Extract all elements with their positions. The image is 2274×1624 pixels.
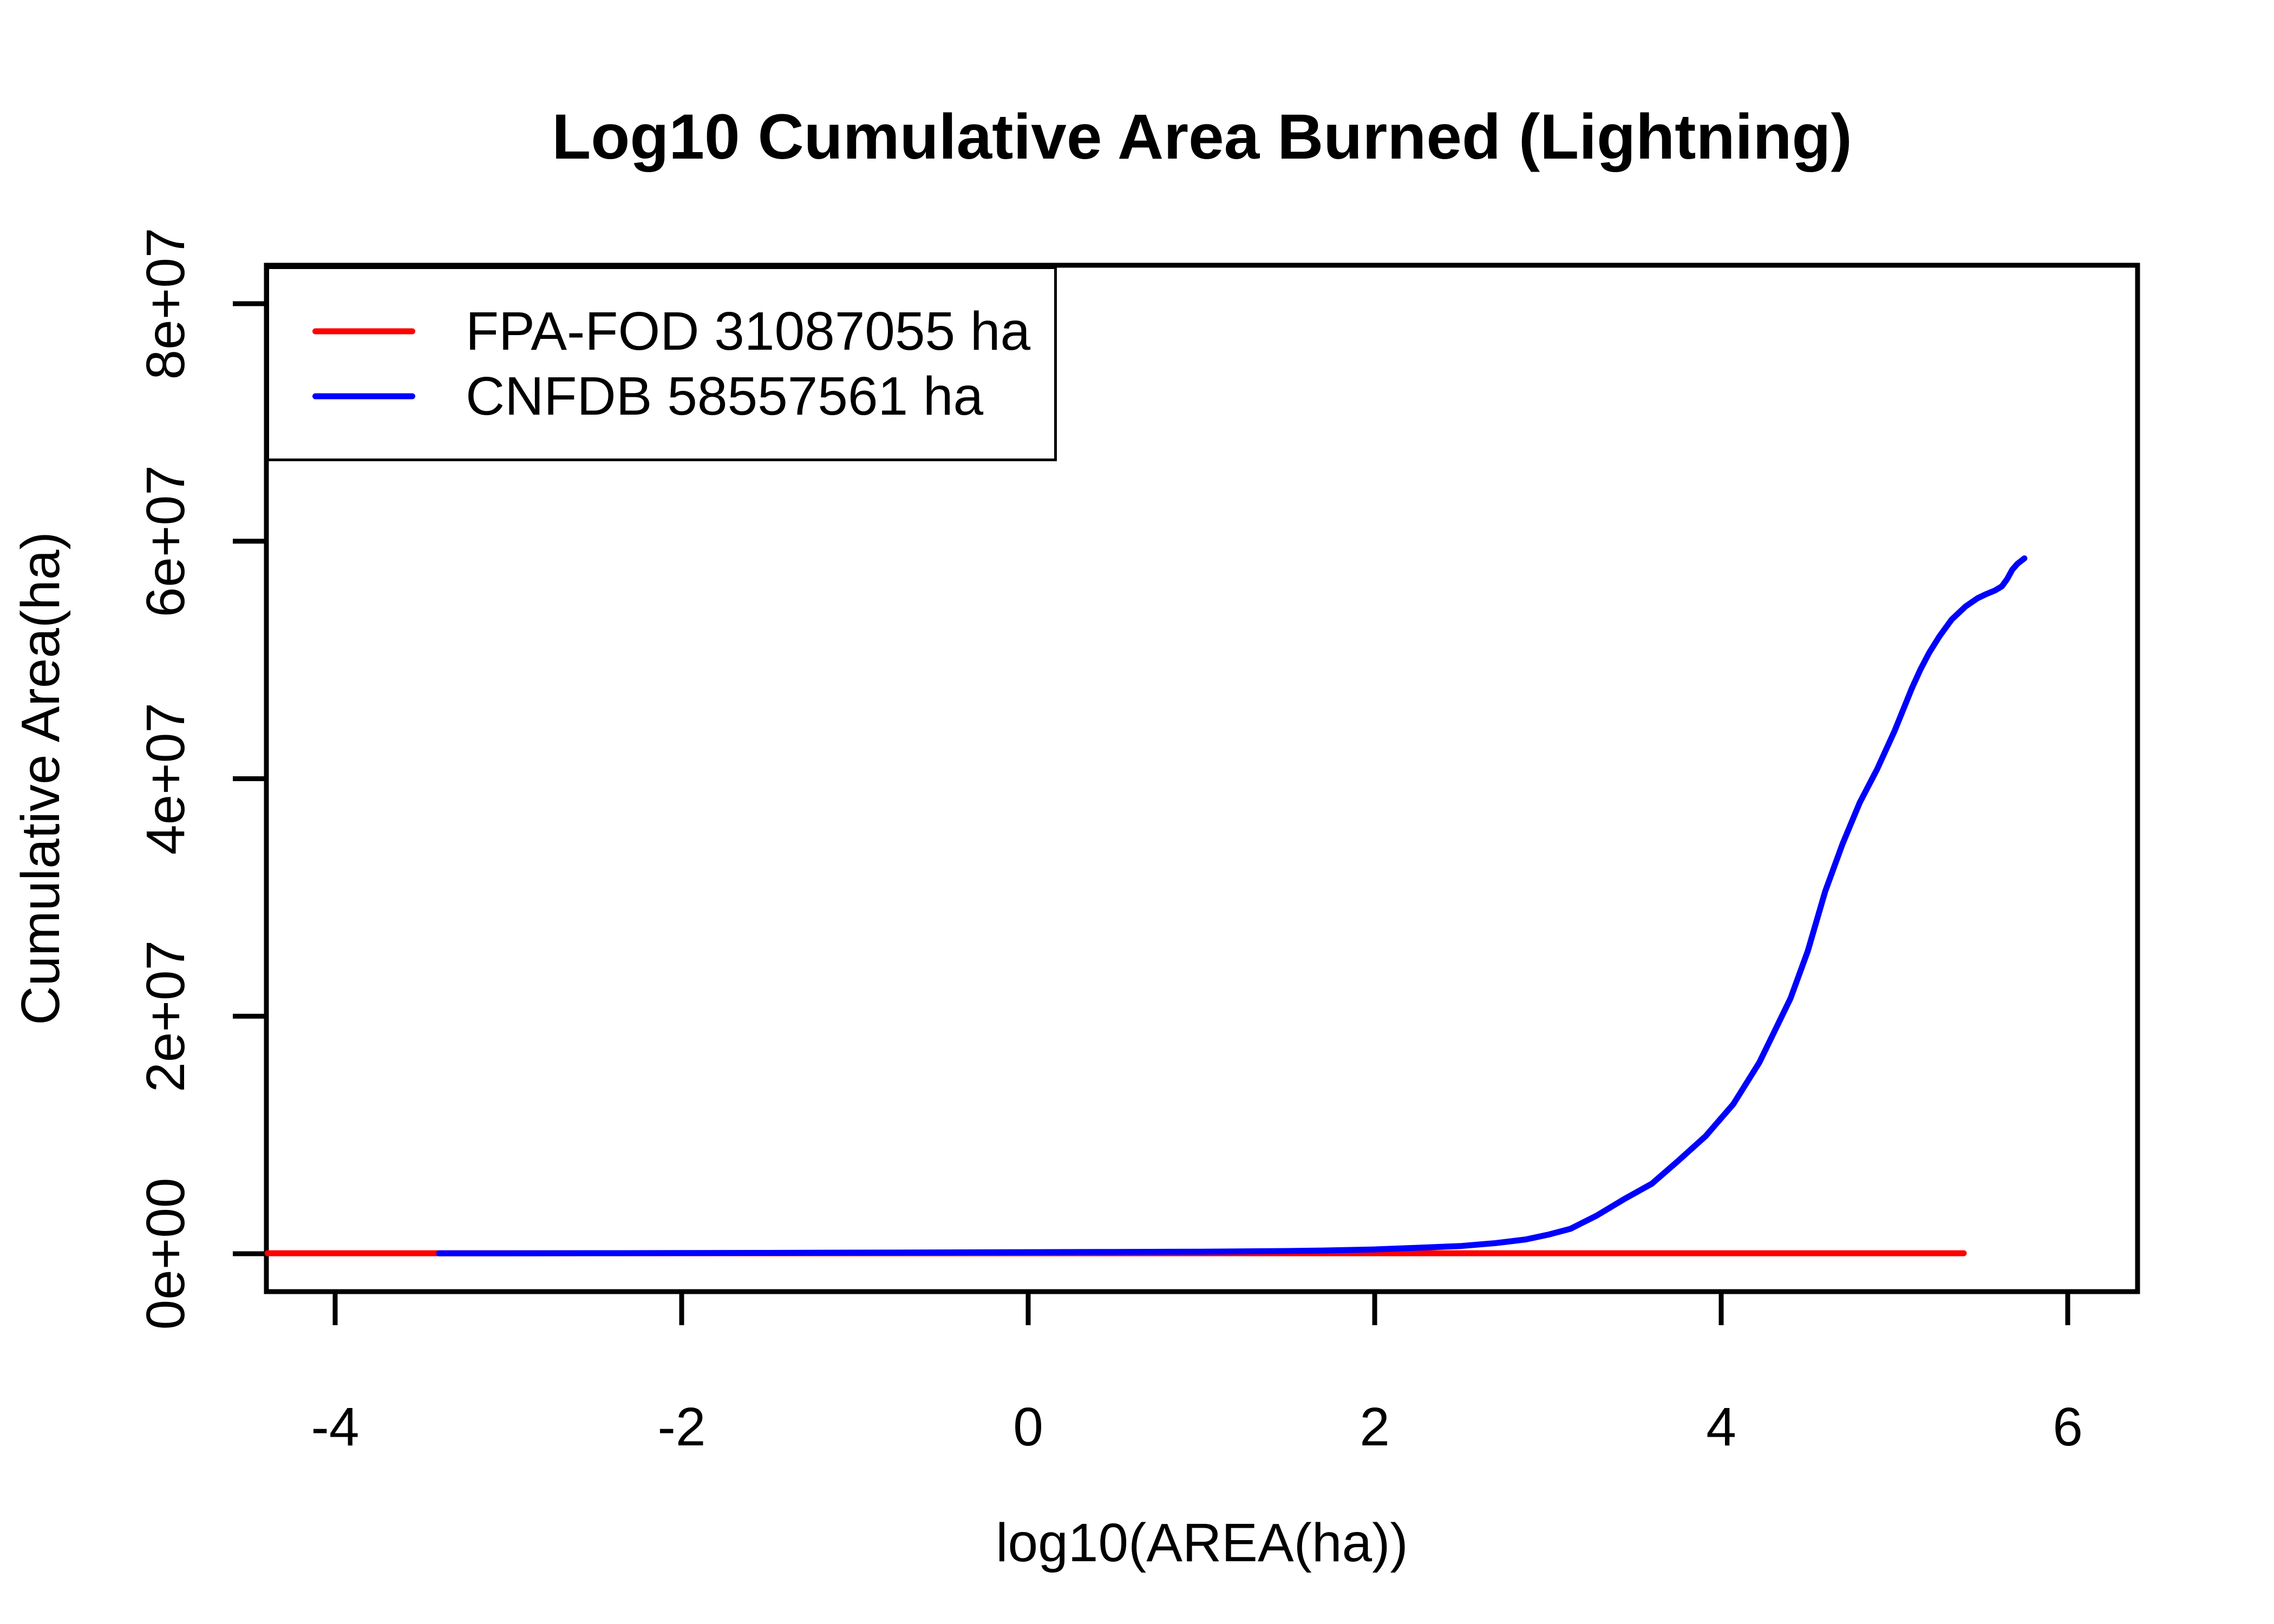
x-tick-label: 0 (1013, 1397, 1043, 1457)
x-tick-label: 4 (1706, 1397, 1736, 1457)
legend-item-cnfdb: CNFDB 58557561 ha (269, 364, 1054, 429)
x-tick-label: -4 (311, 1397, 360, 1457)
legend-box: FPA-FOD 31087055 ha CNFDB 58557561 ha (266, 266, 1057, 461)
x-axis-title: log10(AREA(ha)) (996, 1512, 1408, 1573)
y-tick-label: 6e+07 (135, 465, 196, 617)
legend-label-fpa-fod: FPA-FOD 31087055 ha (466, 301, 1031, 362)
x-tick-label: 2 (1360, 1397, 1390, 1457)
y-tick-label: 2e+07 (135, 940, 196, 1092)
legend-line-red-icon (312, 328, 415, 335)
y-axis-title: Cumulative Area(ha) (10, 532, 71, 1025)
legend-item-fpa-fod: FPA-FOD 31087055 ha (269, 299, 1054, 364)
chart-title: Log10 Cumulative Area Burned (Lightning) (552, 101, 1852, 173)
x-tick-label: 6 (2053, 1397, 2083, 1457)
y-tick-label: 4e+07 (135, 703, 196, 855)
y-tick-label: 8e+07 (135, 228, 196, 380)
series-line-cnfdb (436, 555, 2028, 1256)
legend-line-blue-icon (312, 393, 415, 400)
legend-label-cnfdb: CNFDB 58557561 ha (466, 366, 984, 427)
y-tick-label: 0e+00 (135, 1178, 196, 1330)
x-tick-label: -2 (658, 1397, 706, 1457)
